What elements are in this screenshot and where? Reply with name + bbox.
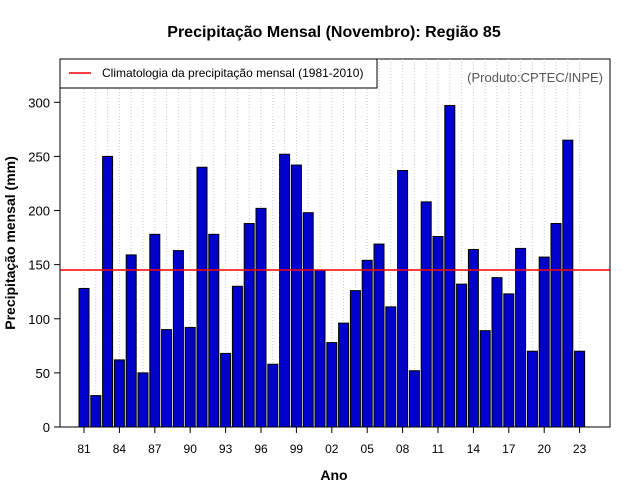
bar-1988	[161, 329, 173, 428]
bar-2005	[361, 259, 373, 428]
bar-1997	[267, 363, 279, 428]
y-tick-label-150: 150	[28, 258, 50, 273]
bar-2004	[349, 290, 361, 428]
bar-2008	[397, 169, 409, 428]
x-tick-label-90: 90	[184, 442, 198, 456]
x-tick-label-81: 81	[77, 442, 91, 456]
bar-2011	[432, 236, 444, 428]
y-axis: 0 50 100 150 200 250 300	[28, 95, 61, 435]
bar-2019	[526, 350, 538, 428]
legend-box	[59, 58, 378, 89]
bar-2017	[503, 293, 515, 428]
bar-1996	[255, 207, 267, 428]
credit-text: (Produto:CPTEC/INPE)	[467, 70, 603, 85]
bar-1990	[184, 326, 196, 428]
y-axis-title: Precipitação mensal (mm)	[2, 156, 18, 330]
bar-2023	[574, 350, 586, 428]
bar-1992	[208, 233, 220, 428]
x-tick-label-23: 23	[573, 442, 587, 456]
bar-1993	[220, 352, 232, 428]
bar-1985	[125, 254, 137, 428]
bar-2001	[314, 269, 326, 428]
x-tick-label-87: 87	[148, 442, 162, 456]
bar-2002	[326, 342, 338, 428]
bar-2014	[467, 248, 479, 428]
x-axis: 81 84 87 90 93 96 99 02 05 08 11 14 17 20 23	[77, 427, 587, 456]
bar-2015	[479, 330, 491, 428]
bar-1998	[279, 153, 291, 428]
y-tick-label-250: 250	[28, 149, 50, 164]
bar-2009	[408, 370, 420, 428]
y-tick-label-200: 200	[28, 204, 50, 219]
x-tick-label-17: 17	[502, 442, 516, 456]
bar-2020	[538, 256, 550, 428]
x-tick-label-05: 05	[361, 442, 375, 456]
bar-1983	[102, 155, 114, 428]
bar-1999	[290, 164, 302, 428]
bar-1994	[231, 285, 243, 428]
bar-1987	[149, 233, 161, 428]
x-tick-label-02: 02	[325, 442, 339, 456]
bar-1989	[172, 250, 184, 428]
bar-2016	[491, 277, 503, 428]
bar-2018	[515, 247, 527, 428]
chart-title: Precipitação Mensal (Novembro): Região 8…	[167, 24, 501, 41]
bar-2007	[385, 306, 397, 428]
bar-2012	[444, 105, 456, 428]
bar-1984	[113, 359, 125, 428]
bar-2022	[562, 139, 574, 428]
x-tick-label-08: 08	[396, 442, 410, 456]
bar-1995	[243, 223, 255, 428]
legend-label: Climatologia da precipitação mensal (198…	[102, 66, 363, 80]
bar-1991	[196, 166, 208, 428]
x-tick-label-93: 93	[219, 442, 233, 456]
legend: Climatologia da precipitação mensal (198…	[59, 58, 378, 89]
bar-2006	[373, 243, 385, 428]
bar-2000	[302, 212, 314, 428]
bar-2013	[456, 283, 468, 428]
x-tick-label-99: 99	[290, 442, 304, 456]
y-tick-label-0: 0	[43, 420, 50, 435]
y-tick-label-50: 50	[36, 366, 50, 381]
bar-1986	[137, 372, 149, 428]
bar-1982	[90, 395, 102, 428]
x-tick-label-11: 11	[432, 442, 445, 456]
bar-2003	[338, 322, 350, 428]
x-tick-label-84: 84	[113, 442, 127, 456]
x-tick-label-14: 14	[467, 442, 481, 456]
y-tick-label-300: 300	[28, 95, 50, 110]
x-axis-title: Ano	[320, 467, 347, 483]
bar-1981	[78, 287, 90, 428]
bars-group	[78, 105, 586, 428]
bar-2010	[420, 201, 432, 428]
x-tick-label-96: 96	[254, 442, 268, 456]
x-tick-label-20: 20	[538, 442, 552, 456]
y-tick-label-100: 100	[28, 312, 50, 327]
bar-2021	[550, 223, 562, 428]
